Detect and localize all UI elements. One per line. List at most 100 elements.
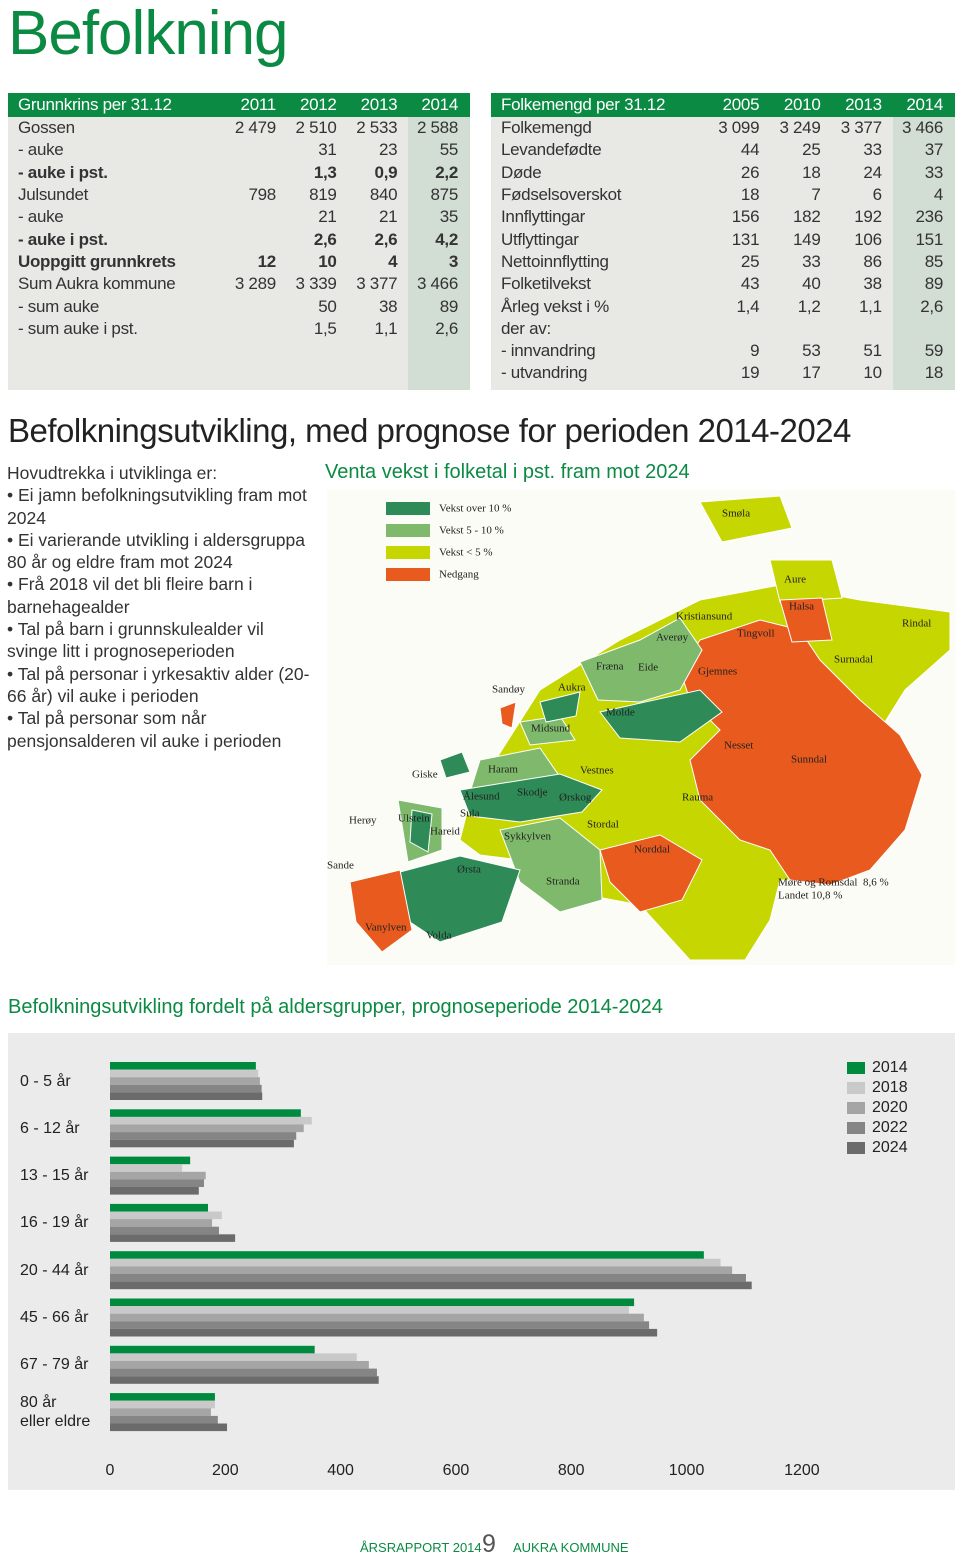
- y-tick-label: 13 - 15 år: [20, 1167, 89, 1185]
- legend-swatch: [847, 1102, 865, 1114]
- row: der av:: [491, 318, 955, 340]
- bar: [110, 1116, 312, 1125]
- row: Utflyttingar 131 149 106 151: [491, 228, 955, 250]
- legend-label: Vekst < 5 %: [439, 547, 493, 559]
- table-panel: Folkemengd per 31.12 2005 2010 2013 2014 Folk…: [491, 93, 955, 390]
- cell: 21: [378, 207, 398, 227]
- cell: 33: [802, 251, 821, 271]
- row: - sum auke 50 38 89: [8, 295, 470, 317]
- cell: - auke: [18, 140, 64, 160]
- cell: 1,3: [313, 162, 337, 182]
- cell: [832, 318, 893, 340]
- bar: [110, 1328, 658, 1337]
- bar: [110, 1281, 752, 1290]
- cell: 50: [318, 296, 337, 316]
- map-label: Stordal: [587, 819, 619, 831]
- cell: 18: [740, 185, 760, 205]
- map-label: Nesset: [724, 740, 753, 752]
- bar: [110, 1211, 222, 1220]
- bar: [110, 1234, 236, 1242]
- header-cell: 2011: [227, 93, 288, 117]
- cell: 1,1: [374, 318, 398, 338]
- cell: Folkemengd: [501, 118, 592, 138]
- map-label: Aure: [784, 574, 806, 586]
- bar: [110, 1226, 219, 1235]
- row: Folketilvekst 43 40 38 89: [491, 273, 955, 295]
- map-note: Møre og Romsdal 8,6 %: [778, 877, 889, 889]
- cell: [894, 318, 955, 340]
- cell: 3 249: [779, 118, 821, 138]
- cell: 21: [318, 207, 337, 227]
- y-tick-label: 6 - 12 år: [20, 1119, 80, 1137]
- legend-label: Vekst over 10 %: [439, 503, 511, 515]
- cell: 24: [863, 162, 882, 182]
- x-tick-label: 400: [327, 1462, 354, 1479]
- region: [349, 869, 413, 953]
- map-label: Surnadal: [834, 654, 873, 666]
- bullet: Tal på personar i yrkesaktiv alder (20-6…: [7, 663, 312, 708]
- region: [459, 773, 603, 823]
- cell: 1,1: [859, 296, 882, 316]
- cell: 33: [924, 162, 944, 182]
- region: [439, 751, 471, 779]
- cell: 2 510: [295, 118, 337, 138]
- cell: 33: [863, 140, 882, 160]
- row: - auke 21 21 35: [8, 206, 470, 228]
- header-row: Grunnkrins per 31.12 2011 2012 2013 2014: [8, 93, 470, 117]
- bar: [110, 1132, 297, 1140]
- bar: [110, 1109, 301, 1117]
- page-number: 9: [482, 1530, 496, 1558]
- legend-swatch: [847, 1062, 865, 1074]
- bar: [110, 1187, 199, 1195]
- bar: [110, 1156, 191, 1165]
- bullet-list: Ei jamn befolkningsutvikling fram mot 20…: [7, 484, 312, 752]
- cell: 86: [863, 251, 882, 271]
- cell: Sum Aukra kommune: [18, 274, 176, 294]
- cell: 819: [309, 185, 337, 205]
- region: [779, 597, 833, 643]
- cell: 55: [439, 140, 459, 160]
- bullet: Tal på personar som når pensjonsalderen …: [7, 707, 312, 752]
- bar: [110, 1400, 215, 1409]
- cell: 7: [811, 185, 821, 205]
- cell: [227, 206, 288, 228]
- y-tick-label: 20 - 44 år: [20, 1261, 89, 1279]
- row: Døde 26 18 24 33: [491, 162, 955, 184]
- cell: [227, 162, 288, 184]
- map-label: Stranda: [546, 876, 580, 888]
- cell: 3 339: [295, 274, 337, 294]
- cell: 12: [257, 251, 277, 271]
- row: Gossen 2 479 2 510 2 533 2 588: [8, 117, 470, 139]
- header-cell: 2012: [287, 93, 349, 117]
- regions: [349, 495, 951, 961]
- header-cell: 2014: [409, 93, 470, 117]
- bar: [110, 1376, 379, 1384]
- cell: 89: [924, 274, 944, 294]
- legend-label: 2024: [872, 1139, 908, 1156]
- cell: Døde: [501, 162, 542, 182]
- map-label: Haram: [488, 764, 518, 776]
- cell: - innvandring: [501, 341, 596, 361]
- bar: [110, 1077, 260, 1085]
- map-title: Venta vekst i folketal i pst. fram mot 2…: [325, 461, 690, 483]
- cell: 2,6: [374, 229, 398, 249]
- map-label: Rindal: [902, 618, 931, 630]
- map-label: Smøla: [722, 508, 750, 520]
- cell: 89: [439, 296, 459, 316]
- row: Levandefødte 44 25 33 37: [491, 139, 955, 161]
- cell: 3 289: [234, 274, 276, 294]
- row: - auke 31 23 55: [8, 139, 470, 161]
- bullet: Frå 2018 vil det bli fleire barn i barne…: [7, 573, 312, 618]
- cell: 35: [439, 207, 459, 227]
- y-tick-label: 45 - 66 år: [20, 1309, 89, 1326]
- cell: 106: [854, 229, 882, 249]
- cell: 151: [915, 229, 944, 249]
- legend-label: 2020: [872, 1099, 908, 1116]
- cell: 17: [802, 363, 821, 383]
- x-tick-label: 800: [557, 1462, 585, 1479]
- bar: [110, 1313, 644, 1322]
- bar: [110, 1203, 209, 1212]
- cell: [227, 228, 288, 250]
- bar: [110, 1069, 259, 1078]
- map-label: Gjemnes: [698, 666, 737, 678]
